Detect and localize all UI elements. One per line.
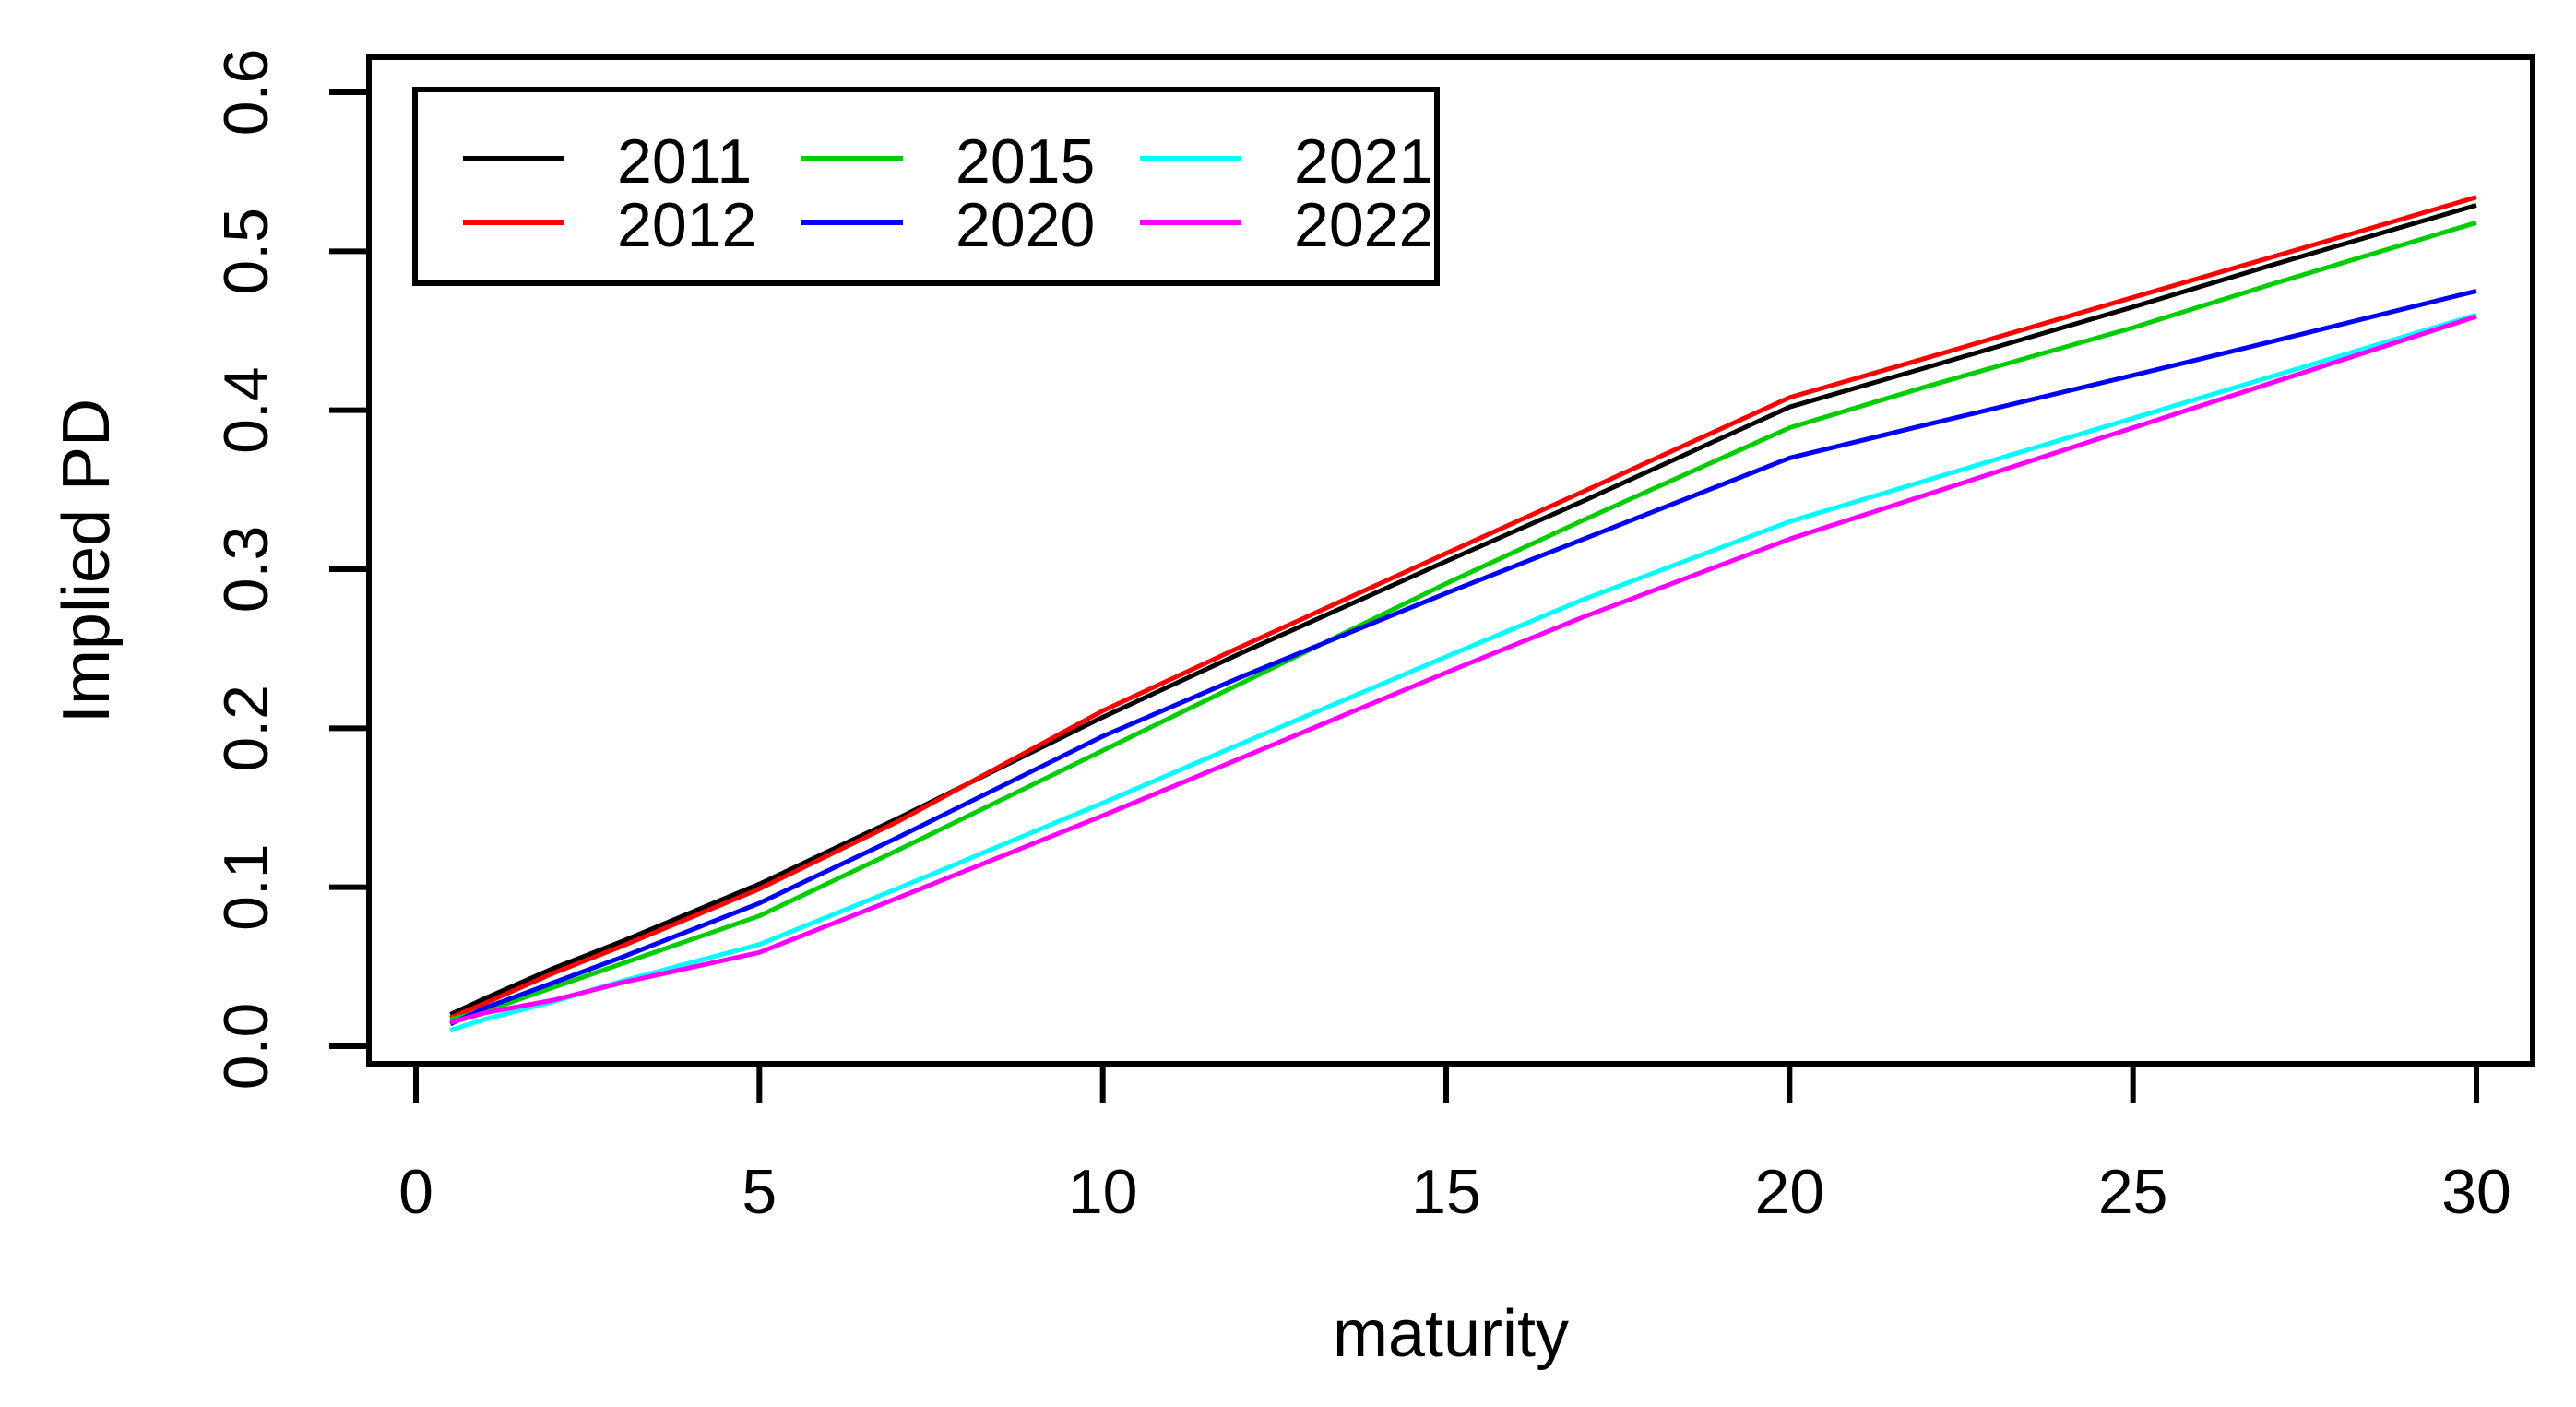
x-axis-tick-label: 25 [2098, 1157, 2168, 1227]
x-axis-tick-label: 15 [1411, 1157, 1481, 1227]
series-line-2015 [449, 220, 2477, 1022]
series-line-2020 [449, 288, 2477, 1027]
y-axis-tick-label: 0.3 [211, 526, 281, 614]
y-axis-tick-label: 0.4 [211, 366, 281, 454]
series-line-2021 [449, 312, 2477, 1033]
x-axis-tick-label: 30 [2441, 1157, 2511, 1227]
series-line-2022 [449, 314, 2477, 1025]
x-axis-title: maturity [1333, 1297, 1569, 1371]
y-axis-tick-label: 0.6 [211, 49, 281, 137]
x-axis-tick-label: 0 [398, 1157, 433, 1227]
y-axis-tick-label: 0.5 [211, 208, 281, 295]
legend-label-2020: 2020 [956, 190, 1095, 260]
y-axis-title: Implied PD [50, 399, 124, 723]
y-axis-tick-label: 0.0 [211, 1003, 281, 1091]
x-axis-tick-label: 20 [1755, 1157, 1825, 1227]
plot-box [366, 54, 2535, 1067]
series-line-2012 [449, 195, 2477, 1020]
legend-label-2022: 2022 [1294, 190, 1433, 260]
x-axis-tick-label: 5 [742, 1157, 777, 1227]
y-axis-tick-label: 0.2 [211, 685, 281, 772]
legend-box [412, 87, 1440, 286]
legend-label-2012: 2012 [617, 190, 756, 260]
legend-label-2011: 2011 [617, 126, 752, 197]
x-axis-tick-label: 10 [1068, 1157, 1138, 1227]
legend-label-2015: 2015 [956, 126, 1095, 197]
chart-generated-content: 0 5 10 15 20 25 300.00.10.20.30.40.50.62011201… [211, 49, 2535, 1227]
y-axis-tick-label: 0.1 [211, 843, 281, 931]
series-line-2011 [449, 203, 2477, 1017]
legend-label-2021: 2021 [1294, 126, 1433, 197]
